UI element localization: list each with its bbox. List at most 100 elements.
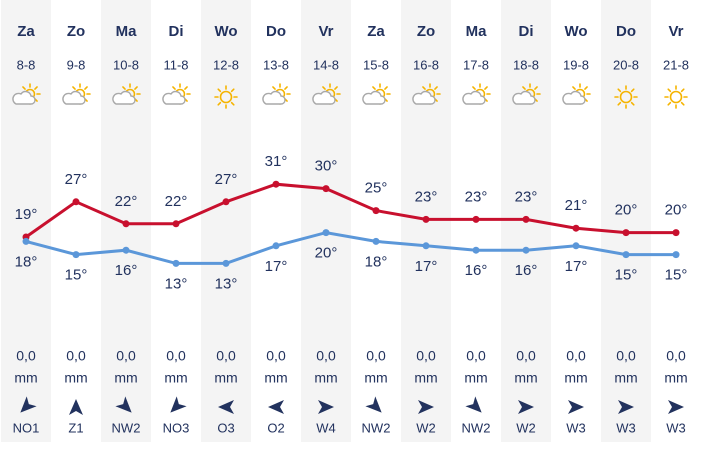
wind-arrow	[115, 396, 132, 413]
sun-ray	[384, 86, 388, 90]
min-temp-label: 15°	[665, 267, 688, 284]
precipitation-unit: mm	[264, 370, 287, 386]
wind-arrow	[618, 400, 634, 414]
sun-ray	[34, 86, 38, 90]
max-temp-point	[422, 215, 430, 223]
wind-label: W3	[666, 420, 686, 435]
wind-label: O2	[267, 420, 284, 435]
column-stripe	[301, 0, 351, 442]
min-temp-point	[372, 237, 380, 245]
min-temp-label: 17°	[565, 258, 588, 275]
max-temp-point	[472, 215, 480, 223]
sun-ray	[84, 86, 88, 90]
min-temp-point	[672, 251, 680, 259]
date: 15-8	[363, 57, 389, 72]
wind-arrow	[218, 400, 234, 414]
max-temp-label: 21°	[565, 197, 588, 214]
cloud	[362, 90, 386, 105]
wind-label: NO3	[163, 420, 190, 435]
precipitation: 0,0	[166, 348, 186, 364]
precipitation-unit: mm	[564, 370, 587, 386]
sun-ray	[617, 101, 622, 106]
wind-arrow	[318, 400, 334, 414]
precipitation: 0,0	[16, 348, 36, 364]
date: 18-8	[513, 57, 539, 72]
min-temp-point	[622, 251, 630, 259]
min-temp-label: 20°	[315, 245, 338, 262]
precipitation: 0,0	[366, 348, 386, 364]
precipitation: 0,0	[566, 348, 586, 364]
day-name: Wo	[564, 23, 587, 40]
max-temp-point	[222, 198, 230, 206]
sun-ray	[172, 86, 176, 90]
precipitation: 0,0	[466, 348, 486, 364]
partly-cloudy-icon	[12, 83, 41, 105]
max-temp-label: 19°	[15, 206, 38, 223]
partly-cloudy-icon	[512, 83, 541, 105]
precipitation: 0,0	[66, 348, 86, 364]
column-stripe	[1, 0, 51, 442]
partly-cloudy-icon	[162, 83, 191, 105]
sun	[619, 90, 633, 104]
day-name: Vr	[668, 23, 683, 40]
wind-arrow	[668, 400, 684, 414]
sun-ray	[230, 88, 235, 93]
max-temp-point	[672, 229, 680, 237]
date: 13-8	[263, 57, 289, 72]
date: 8-8	[17, 57, 36, 72]
sunny-icon	[214, 85, 238, 109]
max-temp-point	[372, 207, 380, 215]
min-temp-point	[22, 237, 30, 245]
precipitation: 0,0	[116, 348, 136, 364]
sun-ray	[630, 88, 635, 93]
max-temp-label: 20°	[615, 202, 638, 219]
wind-label: W3	[616, 420, 636, 435]
max-temp-label: 23°	[415, 188, 438, 205]
precipitation-unit: mm	[414, 370, 437, 386]
sun-ray	[630, 101, 635, 106]
day-name: Za	[367, 23, 385, 40]
cloud	[462, 90, 486, 105]
min-temp-point	[172, 259, 180, 267]
max-temp-point	[322, 185, 330, 193]
wind-arrow	[170, 396, 187, 413]
wind-label: NO1	[13, 420, 40, 435]
wind-label: NW2	[362, 420, 391, 435]
wind-arrow	[418, 400, 434, 414]
day-name: Di	[169, 23, 184, 40]
max-temp-label: 22°	[115, 193, 138, 210]
min-temp-point	[422, 242, 430, 250]
date: 11-8	[163, 57, 188, 72]
sun-ray	[322, 86, 326, 90]
min-temp-label: 18°	[15, 253, 38, 270]
precipitation-unit: mm	[514, 370, 537, 386]
day-name: Wo	[214, 23, 237, 40]
min-temp-point	[572, 242, 580, 250]
date: 20-8	[613, 57, 639, 72]
max-temp-point	[572, 224, 580, 232]
date: 16-8	[413, 57, 439, 72]
partly-cloudy-icon	[112, 83, 141, 105]
day-name: Do	[616, 23, 636, 40]
min-temp-label: 17°	[265, 258, 288, 275]
day-name: Zo	[417, 23, 435, 40]
max-temp-line	[25, 182, 676, 239]
min-temp-label: 16°	[465, 262, 488, 279]
partly-cloudy-icon	[462, 83, 491, 105]
precipitation-unit: mm	[64, 370, 87, 386]
min-temp-label: 15°	[615, 267, 638, 284]
precipitation: 0,0	[266, 348, 286, 364]
column-stripe	[201, 0, 251, 442]
precipitation: 0,0	[416, 348, 436, 364]
min-temp-label: 15°	[65, 267, 88, 284]
sun-ray	[184, 86, 188, 90]
sun-ray	[122, 86, 126, 90]
precipitation-unit: mm	[464, 370, 487, 386]
cloud	[162, 90, 186, 105]
column-stripe	[601, 0, 651, 442]
min-temp-label: 13°	[215, 275, 238, 292]
date: 12-8	[213, 57, 239, 72]
partly-cloudy-icon	[562, 83, 591, 105]
sunny-icon	[614, 85, 638, 109]
